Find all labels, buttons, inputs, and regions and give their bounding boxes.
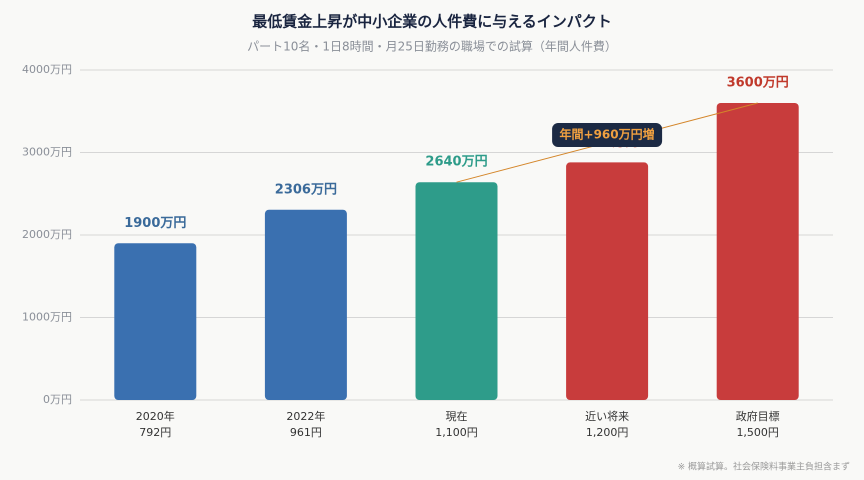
bar bbox=[114, 243, 197, 400]
x-tick-label: 政府目標 bbox=[736, 409, 780, 423]
y-tick-label: 4000万円 bbox=[22, 63, 72, 76]
x-tick-label: 2022年 bbox=[286, 409, 325, 423]
value-label: 2306万円 bbox=[275, 182, 337, 197]
footnote: ※ 概算試算。社会保険料事業主負担含まず bbox=[678, 461, 850, 473]
y-tick-label: 1000万円 bbox=[22, 311, 72, 324]
x-tick-sublabel: 1,200円 bbox=[586, 426, 629, 439]
x-tick-label: 近い将来 bbox=[585, 410, 629, 423]
bar bbox=[264, 209, 347, 400]
bar bbox=[566, 162, 649, 400]
x-tick-sublabel: 1,100円 bbox=[435, 426, 478, 439]
x-tick-sublabel: 792円 bbox=[139, 426, 171, 439]
annotation-text: 年間+960万円増 bbox=[560, 127, 655, 142]
annotation-box bbox=[552, 123, 663, 147]
y-tick-label: 3000万円 bbox=[22, 146, 72, 159]
bar bbox=[716, 103, 799, 400]
value-label: 2640万円 bbox=[425, 155, 487, 170]
chart-title: 最低賃金上昇が中小企業の人件費に与えるインパクト bbox=[252, 13, 612, 31]
value-label: 1900万円 bbox=[124, 216, 186, 231]
x-tick-sublabel: 1,500円 bbox=[736, 426, 779, 439]
chart-subtitle: パート10名・1日8時間・月25日勤務の職場での試算（年間人件費） bbox=[247, 39, 617, 54]
x-tick-label: 2020年 bbox=[136, 409, 175, 423]
x-tick-label: 現在 bbox=[446, 410, 468, 423]
value-label: 3600万円 bbox=[727, 76, 789, 91]
bar bbox=[415, 182, 498, 400]
y-tick-label: 2000万円 bbox=[22, 228, 72, 241]
x-tick-sublabel: 961円 bbox=[290, 426, 322, 439]
y-tick-label: 0万円 bbox=[43, 393, 72, 406]
